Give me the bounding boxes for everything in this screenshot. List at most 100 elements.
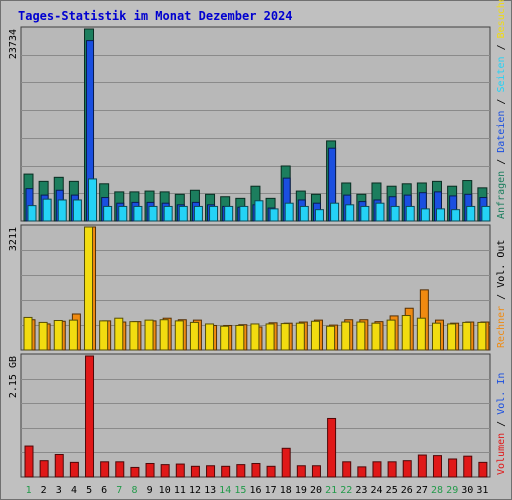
- seiten-bar: [209, 205, 219, 222]
- legend-entry: Seiten: [496, 56, 507, 92]
- day-label: 12: [189, 485, 201, 496]
- volumen-bar: [448, 458, 458, 478]
- besuche-bar: [235, 324, 245, 351]
- day-label: 25: [386, 485, 398, 496]
- besuche-bar: [205, 323, 215, 351]
- seiten-bar: [148, 205, 158, 222]
- volumen-bar: [478, 461, 488, 478]
- besuche-bar: [431, 322, 441, 351]
- volumen-bar: [463, 455, 473, 478]
- chart-title: Tages-Statistik im Monat Dezember 2024: [18, 9, 293, 23]
- day-label: 28: [431, 485, 443, 496]
- bottom-max-label: 2.15 GB: [8, 356, 19, 398]
- volumen-bar: [281, 447, 291, 478]
- bottom-legend: Volumen / Vol. In: [496, 373, 507, 475]
- legend-entry: /: [496, 38, 507, 56]
- day-label: 30: [461, 485, 473, 496]
- besuche-bar: [280, 323, 290, 351]
- seiten-bar: [224, 205, 234, 222]
- besuche-bar: [189, 321, 199, 351]
- volumen-bar: [39, 460, 49, 478]
- seiten-bar: [42, 198, 52, 222]
- seiten-bar: [57, 199, 67, 222]
- volumen-bar: [432, 455, 442, 478]
- legend-entry: /: [496, 153, 507, 171]
- volumen-bar: [190, 465, 200, 478]
- day-label: 17: [265, 485, 277, 496]
- legend-entry: Vol. In: [496, 373, 507, 415]
- seiten-bar: [420, 208, 430, 222]
- day-label: 3: [56, 485, 62, 496]
- seiten-bar: [88, 178, 98, 222]
- legend-entry: Dateien: [496, 111, 507, 153]
- volumen-bar: [342, 461, 352, 478]
- seiten-bar: [405, 205, 415, 222]
- besuche-bar: [174, 320, 184, 351]
- seiten-bar: [133, 205, 143, 222]
- seiten-bar: [269, 208, 279, 222]
- volumen-bar: [100, 461, 110, 478]
- besuche-bar: [53, 320, 63, 351]
- day-label: 22: [340, 485, 352, 496]
- middle-legend: Rechner / Vol. Out: [496, 240, 507, 348]
- day-label: 8: [131, 485, 137, 496]
- seiten-bar: [345, 204, 355, 222]
- day-label: 5: [86, 485, 92, 496]
- bottom-panel: [20, 353, 491, 478]
- day-label: 9: [147, 485, 153, 496]
- volumen-bar: [417, 454, 427, 478]
- volumen-bar: [85, 355, 95, 478]
- besuche-bar: [356, 321, 366, 351]
- seiten-bar: [163, 205, 173, 222]
- besuche-bar: [114, 317, 124, 351]
- seiten-bar: [481, 205, 491, 222]
- day-label: 1: [26, 485, 32, 496]
- seiten-bar: [314, 209, 324, 222]
- volumen-bar: [236, 464, 246, 478]
- day-label: 16: [249, 485, 261, 496]
- day-label: 7: [116, 485, 122, 496]
- besuche-bar: [68, 319, 78, 351]
- day-label: 10: [159, 485, 171, 496]
- volumen-bar: [160, 464, 170, 478]
- legend-entry: /: [496, 288, 507, 306]
- day-label: 2: [41, 485, 47, 496]
- day-label: 19: [295, 485, 307, 496]
- besuche-bar: [129, 321, 139, 351]
- seiten-bar: [118, 205, 128, 222]
- volumen-bar: [130, 466, 140, 478]
- day-label: 18: [280, 485, 292, 496]
- legend-entry: Volumen: [496, 433, 507, 475]
- day-label: 15: [234, 485, 246, 496]
- seiten-bar: [284, 202, 294, 222]
- volumen-bar: [115, 461, 125, 478]
- seiten-bar: [239, 205, 249, 222]
- seiten-bar: [254, 200, 264, 222]
- besuche-bar: [84, 226, 94, 351]
- day-label: 14: [219, 485, 231, 496]
- besuche-bar: [326, 325, 336, 351]
- day-label: 20: [310, 485, 322, 496]
- besuche-bar: [144, 319, 154, 351]
- day-label: 31: [476, 485, 488, 496]
- day-label: 4: [71, 485, 77, 496]
- seiten-bar: [390, 205, 400, 222]
- volumen-bar: [54, 453, 64, 478]
- volumen-bar: [251, 462, 261, 478]
- seiten-bar: [435, 208, 445, 222]
- volumen-bar: [221, 465, 231, 478]
- volumen-bar: [266, 465, 276, 478]
- besuche-bar: [250, 323, 260, 351]
- day-label: 27: [416, 485, 428, 496]
- day-label: 24: [370, 485, 382, 496]
- seiten-bar: [330, 202, 340, 222]
- besuche-bar: [310, 320, 320, 351]
- volumen-bar: [175, 463, 185, 478]
- seiten-bar: [72, 199, 82, 222]
- volumen-bar: [296, 465, 306, 478]
- seiten-bar: [27, 205, 37, 222]
- day-label: 6: [101, 485, 107, 496]
- besuche-bar: [371, 322, 381, 351]
- seiten-bar: [451, 209, 461, 222]
